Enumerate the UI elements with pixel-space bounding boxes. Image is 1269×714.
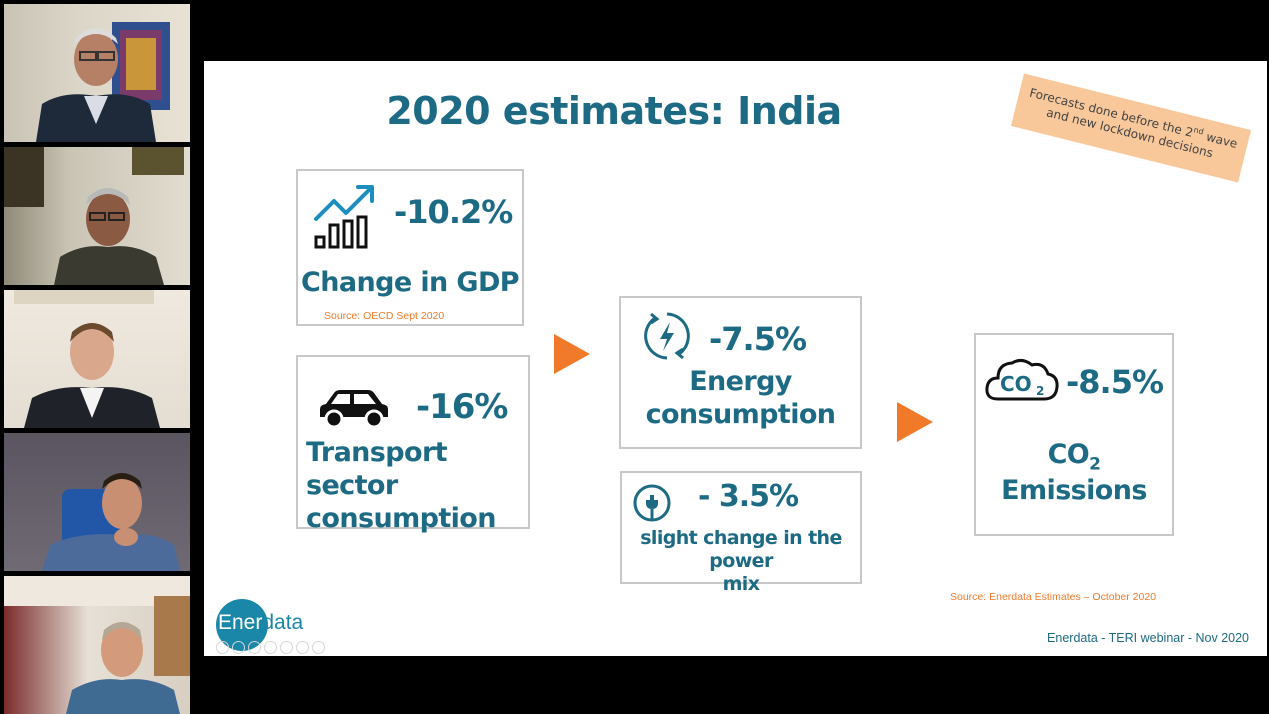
growth-chart-icon [314, 185, 374, 249]
participant-video-icon [42, 473, 180, 571]
participant-video-icon [14, 290, 160, 428]
enerdata-logo-text: Enerdata [218, 611, 304, 634]
participant-video-4[interactable] [4, 433, 190, 571]
gdp-label: Change in GDP [301, 267, 520, 298]
subtitles-icon[interactable] [296, 641, 309, 655]
zoom-icon[interactable] [280, 641, 293, 655]
power-label: slight change in the power mix [640, 527, 842, 596]
gdp-box: -10.2% Change in GDP Source: OECD Sept 2… [296, 169, 524, 326]
co2-label: CO2 Emissions [1001, 439, 1147, 507]
presentation-slide: 2020 estimates: India Forecasts done bef… [204, 61, 1267, 656]
participant-video-icon [4, 576, 190, 714]
co2-cloud-icon: CO 2 [985, 358, 1059, 401]
co2-value: -8.5% [1066, 363, 1164, 401]
enerdata-source: Source: Enerdata Estimates – October 202… [950, 591, 1157, 603]
transport-value: -16% [416, 387, 508, 427]
prev-slide-icon[interactable] [216, 641, 229, 655]
participant-video-1[interactable] [4, 4, 190, 142]
gdp-source: Source: OECD Sept 2020 [324, 310, 445, 322]
arrow-right-icon [897, 402, 933, 442]
more-options-icon[interactable] [312, 641, 325, 655]
participant-video-3[interactable] [4, 290, 190, 428]
participant-video-5[interactable] [4, 576, 190, 714]
gdp-value: -10.2% [394, 193, 513, 231]
car-icon [320, 390, 388, 429]
pen-icon[interactable] [248, 641, 261, 655]
power-mix-box: - 3.5% slight change in the power mix [620, 471, 862, 595]
energy-label: Energy consumption [645, 366, 836, 430]
co2-box: CO 2 -8.5% CO2 Emissions [974, 333, 1174, 536]
participant-video-icon [36, 22, 170, 142]
svg-text:CO: CO [1000, 372, 1032, 396]
participant-video-2[interactable] [4, 147, 190, 285]
arrow-right-icon [554, 334, 590, 374]
transport-box: -16% Transport sector consumption [296, 355, 530, 534]
transport-label: Transport sector consumption [306, 437, 496, 534]
energy-box: -7.5% Energy consumption [619, 296, 862, 449]
grid-icon[interactable] [264, 641, 277, 655]
next-slide-icon[interactable] [232, 641, 245, 655]
slide-title: 2020 estimates: India [386, 89, 842, 133]
slide-controls[interactable] [216, 639, 328, 656]
energy-value: -7.5% [709, 320, 807, 358]
power-value: - 3.5% [698, 479, 799, 514]
svg-text:2: 2 [1036, 384, 1044, 398]
slide-footer: Enerdata - TERI webinar - Nov 2020 [1047, 631, 1249, 645]
participant-video-icon [4, 147, 184, 285]
plug-icon [633, 484, 671, 522]
forecast-note: Forecasts done before the 2nd wave and n… [1010, 73, 1252, 183]
energy-icon [644, 312, 690, 360]
